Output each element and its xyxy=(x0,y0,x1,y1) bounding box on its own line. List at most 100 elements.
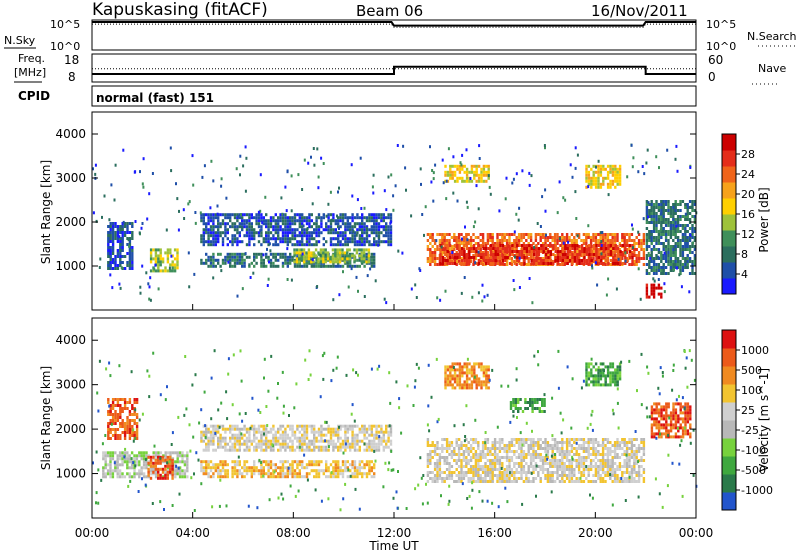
velocity-cell xyxy=(332,475,335,479)
power-cell xyxy=(679,200,682,203)
velocity-cell xyxy=(212,448,215,452)
velocity-cell xyxy=(496,462,499,465)
power-cell xyxy=(123,255,127,258)
velocity-cell xyxy=(284,445,287,449)
velocity-cell xyxy=(226,469,229,473)
velocity-cell xyxy=(310,424,313,428)
velocity-cell xyxy=(373,436,376,440)
power-cell xyxy=(486,242,490,245)
velocity-cell xyxy=(231,448,234,452)
power-cell xyxy=(272,261,275,265)
velocity-cell xyxy=(245,466,249,470)
power-cell xyxy=(558,263,562,266)
velocity-cell xyxy=(212,466,215,470)
power-cell xyxy=(392,208,395,212)
velocity-cell xyxy=(291,466,294,470)
power-cell xyxy=(231,213,234,217)
power-cell xyxy=(121,249,124,252)
power-cell xyxy=(616,233,619,236)
power-cell xyxy=(613,254,617,257)
power-cell xyxy=(589,239,593,242)
velocity-cell xyxy=(236,475,239,479)
velocity-cell xyxy=(289,427,292,431)
power-cell xyxy=(650,269,653,272)
power-cell xyxy=(470,167,474,171)
velocity-cell xyxy=(159,476,162,480)
velocity-cell xyxy=(231,460,234,464)
power-cell xyxy=(382,213,385,217)
power-cell xyxy=(518,256,521,260)
velocity-cell xyxy=(149,455,153,459)
power-cell xyxy=(523,256,526,259)
velocity-cell xyxy=(119,413,122,416)
power-cell xyxy=(687,205,689,209)
power-cell xyxy=(472,244,476,247)
power-cell xyxy=(615,287,618,291)
velocity-cell xyxy=(315,445,318,449)
power-cell xyxy=(498,209,501,213)
power-cell xyxy=(645,233,649,236)
power-cell xyxy=(267,231,270,235)
power-cell xyxy=(312,260,315,264)
velocity-cell xyxy=(426,453,430,456)
velocity-cell xyxy=(426,444,430,447)
power-cell xyxy=(272,225,275,229)
velocity-cell xyxy=(313,442,316,446)
power-cell xyxy=(114,237,117,240)
power-cell xyxy=(616,167,619,171)
power-cell xyxy=(171,266,174,270)
power-cell xyxy=(462,236,466,239)
power-cell xyxy=(176,257,179,261)
power-cell xyxy=(154,269,158,273)
power-cell xyxy=(657,230,661,233)
power-cell xyxy=(616,260,619,263)
power-cell xyxy=(219,213,222,217)
velocity-cell xyxy=(140,469,143,473)
power-cell xyxy=(568,253,572,256)
power-cell xyxy=(566,256,569,259)
velocity-cell xyxy=(116,469,119,473)
power-cell xyxy=(310,234,313,238)
power-cell xyxy=(315,264,318,268)
velocity-cell xyxy=(169,467,172,471)
power-cell xyxy=(669,227,673,230)
power-cell xyxy=(498,257,502,260)
power-cell xyxy=(597,253,601,256)
power-cell xyxy=(372,173,375,177)
velocity-cell xyxy=(370,445,373,449)
power-cell xyxy=(355,275,358,279)
velocity-cell xyxy=(133,413,136,416)
power-cell xyxy=(302,251,306,255)
power-cell xyxy=(126,225,129,228)
power-cell xyxy=(624,256,627,259)
velocity-cell xyxy=(453,471,456,474)
power-cell xyxy=(562,196,565,200)
velocity-cell xyxy=(322,439,325,443)
velocity-cell xyxy=(128,472,131,476)
velocity-cell xyxy=(303,427,306,431)
velocity-cell xyxy=(121,398,124,401)
power-cell xyxy=(686,224,689,227)
velocity-cell xyxy=(126,425,129,428)
power-cell xyxy=(556,242,559,245)
power-cell xyxy=(604,257,607,260)
velocity-cell xyxy=(351,463,354,467)
velocity-cell xyxy=(489,450,492,453)
power-cell xyxy=(463,259,466,262)
power-cell xyxy=(523,247,526,250)
power-cell xyxy=(315,240,318,244)
power-cell xyxy=(659,212,662,216)
power-cell xyxy=(688,272,692,275)
power-cell xyxy=(614,170,617,174)
power-cell xyxy=(365,255,369,259)
power-cell xyxy=(482,170,486,174)
power-cell xyxy=(691,224,694,227)
velocity-cell xyxy=(498,450,502,453)
velocity-cell xyxy=(286,433,289,437)
power-cell xyxy=(655,257,658,260)
power-cell xyxy=(128,222,132,225)
power-cell xyxy=(370,231,373,235)
power-cell xyxy=(618,170,622,174)
power-cell xyxy=(324,248,327,252)
power-cell xyxy=(148,192,151,196)
